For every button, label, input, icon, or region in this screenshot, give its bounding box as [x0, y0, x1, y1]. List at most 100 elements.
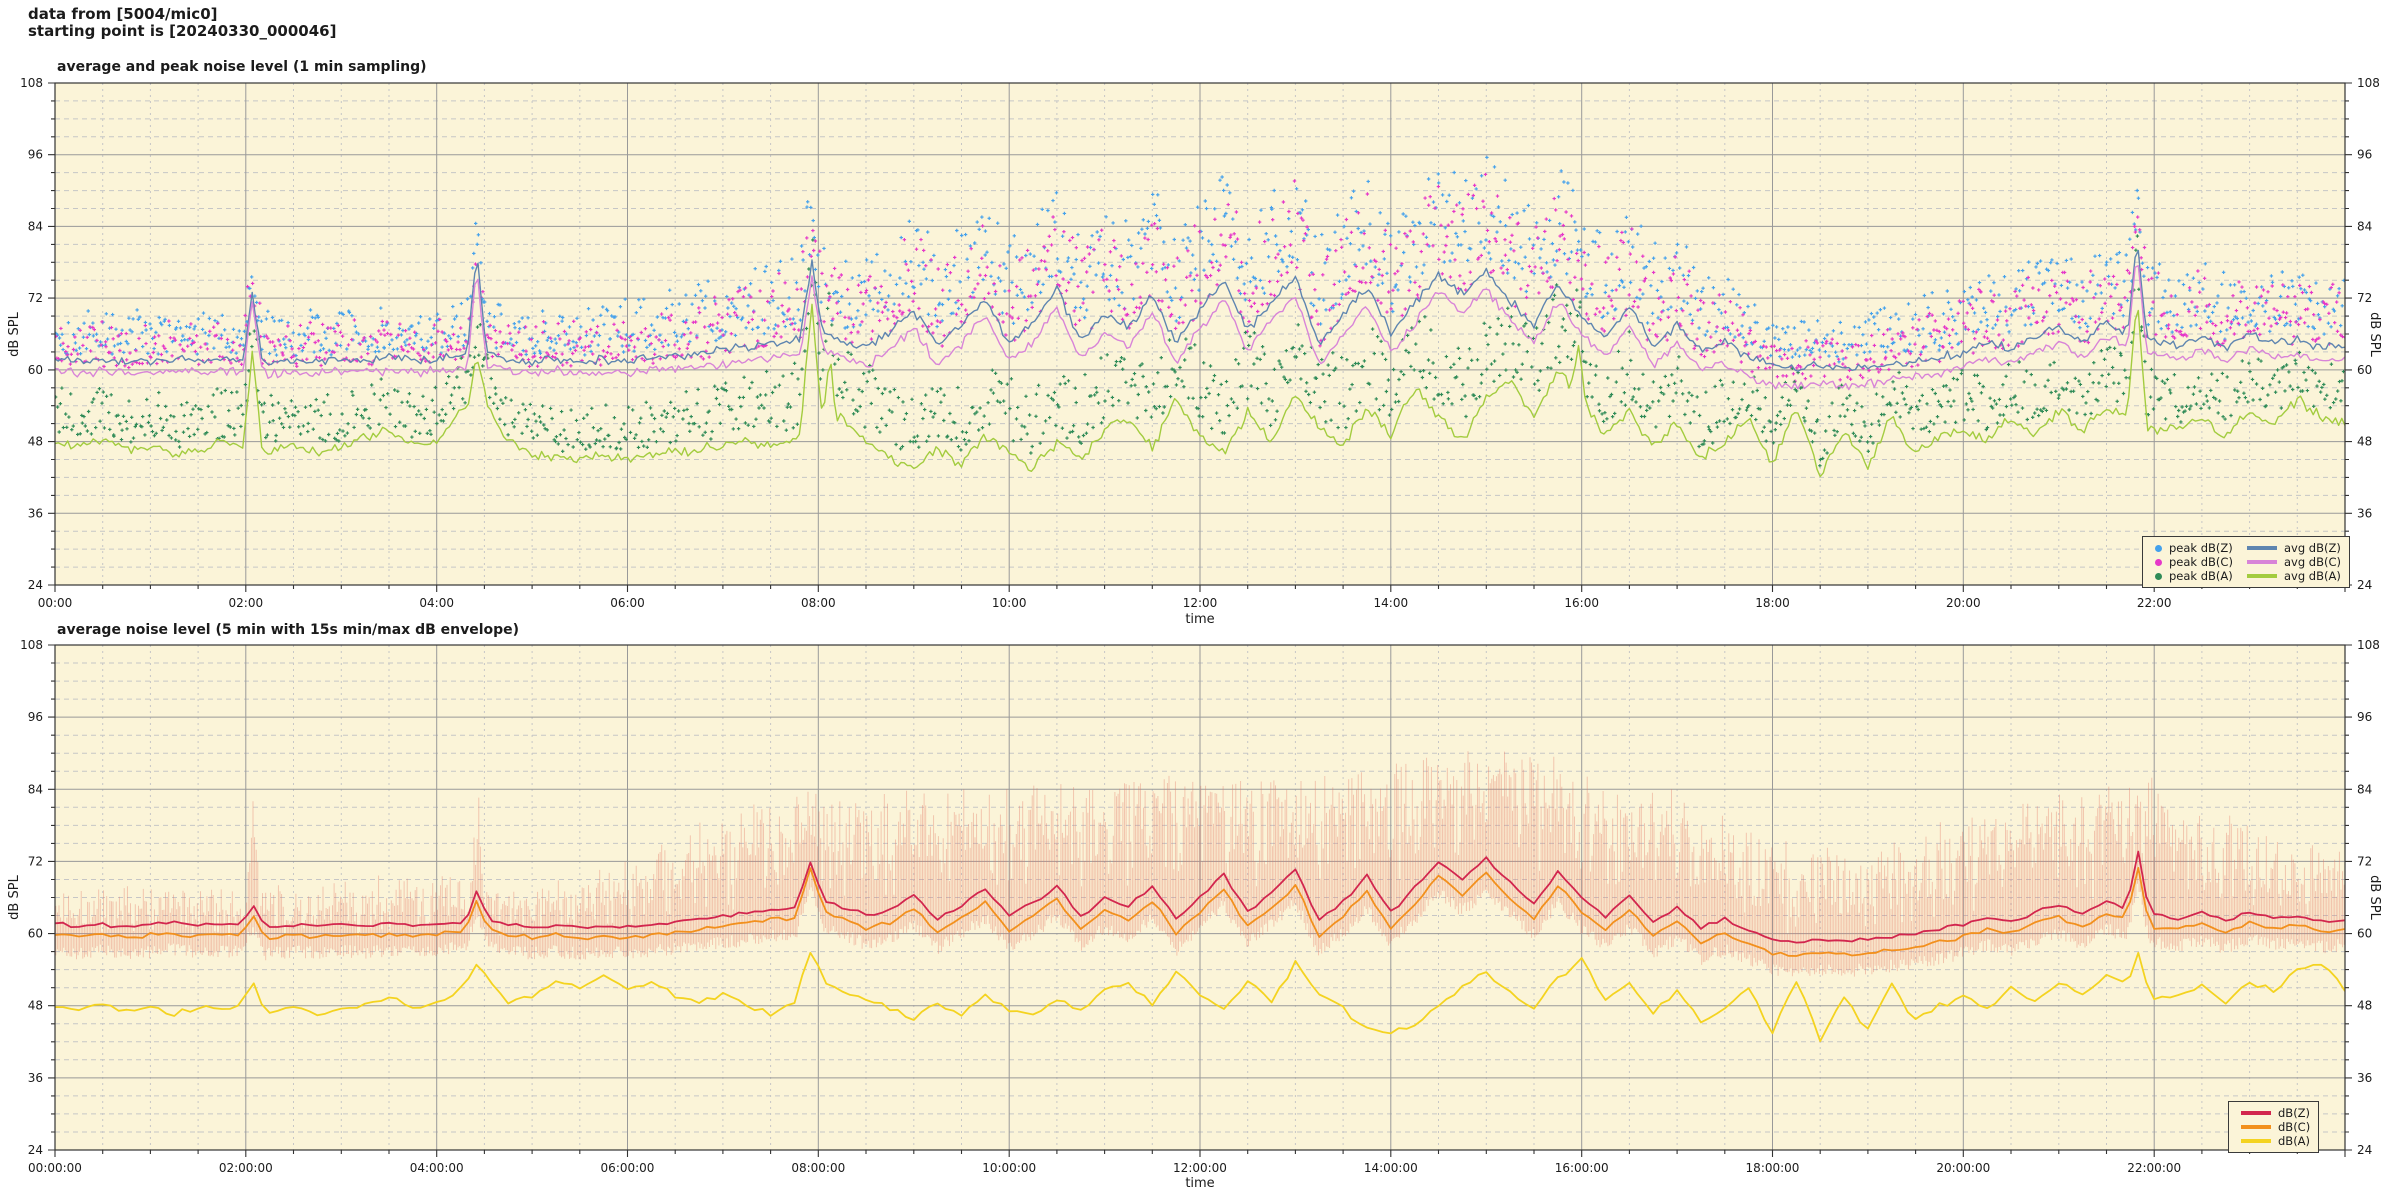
- legend-row: dB(C): [2237, 1120, 2310, 1134]
- x-tick-label: 02:00: [229, 596, 264, 610]
- x-tick-label: 18:00: [1755, 596, 1790, 610]
- y-tick-label-right: 84: [2357, 219, 2372, 233]
- legend-label: avg dB(A): [2284, 568, 2341, 583]
- legend-row: peak dB(C) avg dB(C): [2151, 555, 2341, 569]
- data-layer: [55, 751, 2345, 1043]
- y-tick-label-right: 48: [2357, 999, 2372, 1013]
- x-tick-label: 16:00:00: [1555, 1161, 1609, 1175]
- x-tick-label: 10:00:00: [982, 1161, 1036, 1175]
- x-tick-label: 16:00: [1564, 596, 1599, 610]
- x-tick-label: 04:00:00: [410, 1161, 464, 1175]
- y-tick-label-right: 84: [2357, 782, 2372, 796]
- x-tick-label: 08:00: [801, 596, 836, 610]
- x-tick-label: 10:00: [992, 596, 1027, 610]
- legend-label: dB(A): [2278, 1133, 2311, 1148]
- x-tick-label: 14:00:00: [1364, 1161, 1418, 1175]
- y-tick-label-left: 60: [28, 363, 43, 377]
- y-tick-label-right: 48: [2357, 435, 2372, 449]
- series-dba-line: [55, 951, 2345, 1043]
- chart-top: 00:00 02:00 04:00 06:00 08:00 10:00 12:00 14:00…: [20, 76, 2380, 610]
- y-tick-label-left: 108: [20, 76, 43, 90]
- top-chart-x-axis-label: time: [1185, 612, 1215, 627]
- y-tick-label-right: 60: [2357, 363, 2372, 377]
- y-tick-label-right: 72: [2357, 291, 2372, 305]
- y-tick-label-left: 60: [28, 927, 43, 941]
- legend-label: peak dB(Z): [2169, 540, 2233, 555]
- header-start-point: starting point is [20240330_000046]: [28, 22, 337, 40]
- top-chart-title: average and peak noise level (1 min samp…: [57, 59, 427, 75]
- series-avg_dbc-line: [55, 265, 2345, 391]
- avg-dba-line-swatch: [2247, 574, 2277, 578]
- scatter-peak_dbz: [55, 155, 2345, 364]
- top-chart-legend: peak dB(Z) avg dB(Z) peak dB(C) avg dB(C…: [2142, 536, 2351, 588]
- y-tick-label-right: 36: [2357, 506, 2372, 520]
- bottom-chart-x-axis-label: time: [1185, 1176, 1215, 1191]
- x-tick-label: 22:00:00: [2127, 1161, 2181, 1175]
- y-tick-label-right: 24: [2357, 1143, 2372, 1157]
- x-tick-label: 22:00: [2137, 596, 2172, 610]
- legend-label: dB(Z): [2278, 1105, 2311, 1120]
- x-tick-label: 06:00: [610, 596, 645, 610]
- legend-label: peak dB(A): [2169, 568, 2233, 583]
- y-tick-label-left: 72: [28, 854, 43, 868]
- legend-row: dB(Z): [2237, 1106, 2310, 1120]
- top-chart-y-axis-label-left: dB SPL: [6, 312, 22, 357]
- y-tick-label-left: 48: [28, 435, 43, 449]
- x-tick-label: 12:00: [1183, 596, 1218, 610]
- bottom-chart-title: average noise level (5 min with 15s min/…: [57, 622, 520, 638]
- legend-label: peak dB(C): [2169, 554, 2233, 569]
- avg-dbc-line-swatch: [2247, 560, 2277, 564]
- y-tick-label-right: 108: [2357, 76, 2380, 90]
- y-tick-label-left: 48: [28, 999, 43, 1013]
- y-tick-label-right: 96: [2357, 148, 2372, 162]
- dbz-line-swatch: [2241, 1111, 2271, 1115]
- legend-label: avg dB(C): [2284, 554, 2342, 569]
- dbc-line-swatch: [2241, 1125, 2271, 1129]
- legend-row: peak dB(A) avg dB(A): [2151, 569, 2341, 583]
- y-tick-label-left: 36: [28, 1071, 43, 1085]
- y-tick-label-left: 36: [28, 506, 43, 520]
- y-tick-label-left: 84: [28, 782, 43, 796]
- peak-dbz-marker-swatch: [2155, 544, 2162, 552]
- top-chart-y-axis-label-right: dB SPL: [2366, 312, 2382, 357]
- x-tick-label: 20:00: [1946, 596, 1981, 610]
- legend-label: dB(C): [2278, 1119, 2311, 1134]
- y-tick-label-left: 72: [28, 291, 43, 305]
- data-layer: [55, 155, 2345, 478]
- legend-label: avg dB(Z): [2284, 540, 2341, 555]
- x-tick-label: 02:00:00: [219, 1161, 273, 1175]
- y-tick-label-right: 96: [2357, 710, 2372, 724]
- series-dbz-line: [55, 850, 2345, 944]
- y-tick-label-left: 24: [28, 1143, 43, 1157]
- y-tick-label-right: 60: [2357, 927, 2372, 941]
- y-tick-label-left: 84: [28, 219, 43, 233]
- x-tick-label: 08:00:00: [791, 1161, 845, 1175]
- peak-dbc-marker-swatch: [2155, 558, 2162, 566]
- y-tick-label-right: 108: [2357, 638, 2380, 652]
- x-tick-label: 00:00:00: [28, 1161, 82, 1175]
- peak-dba-marker-swatch: [2155, 572, 2162, 580]
- bottom-chart-y-axis-label-left: dB SPL: [6, 875, 22, 920]
- x-tick-label: 18:00:00: [1746, 1161, 1800, 1175]
- y-tick-label-left: 96: [28, 148, 43, 162]
- x-tick-label: 04:00: [419, 596, 454, 610]
- legend-row: dB(A): [2237, 1134, 2310, 1148]
- x-tick-label: 20:00:00: [1936, 1161, 1990, 1175]
- scatter-peak_dbc: [55, 172, 2345, 383]
- legend-row: peak dB(Z) avg dB(Z): [2151, 541, 2341, 555]
- chart-bottom: 00:00:00 02:00:00 04:00:00 06:00:00 08:00:00…: [20, 638, 2380, 1175]
- dba-line-swatch: [2241, 1139, 2271, 1143]
- y-tick-label-right: 72: [2357, 854, 2372, 868]
- y-tick-label-left: 24: [28, 578, 43, 592]
- y-tick-label-left: 108: [20, 638, 43, 652]
- series-avg_dbz-line: [55, 249, 2345, 373]
- bottom-chart-y-axis-label-right: dB SPL: [2366, 875, 2382, 920]
- y-tick-label-right: 36: [2357, 1071, 2372, 1085]
- x-tick-label: 00:00: [38, 596, 73, 610]
- bottom-chart-legend: dB(Z) dB(C) dB(A): [2228, 1101, 2320, 1153]
- x-tick-label: 12:00:00: [1173, 1161, 1227, 1175]
- series-avg_dba-line: [55, 303, 2345, 478]
- y-tick-label-left: 96: [28, 710, 43, 724]
